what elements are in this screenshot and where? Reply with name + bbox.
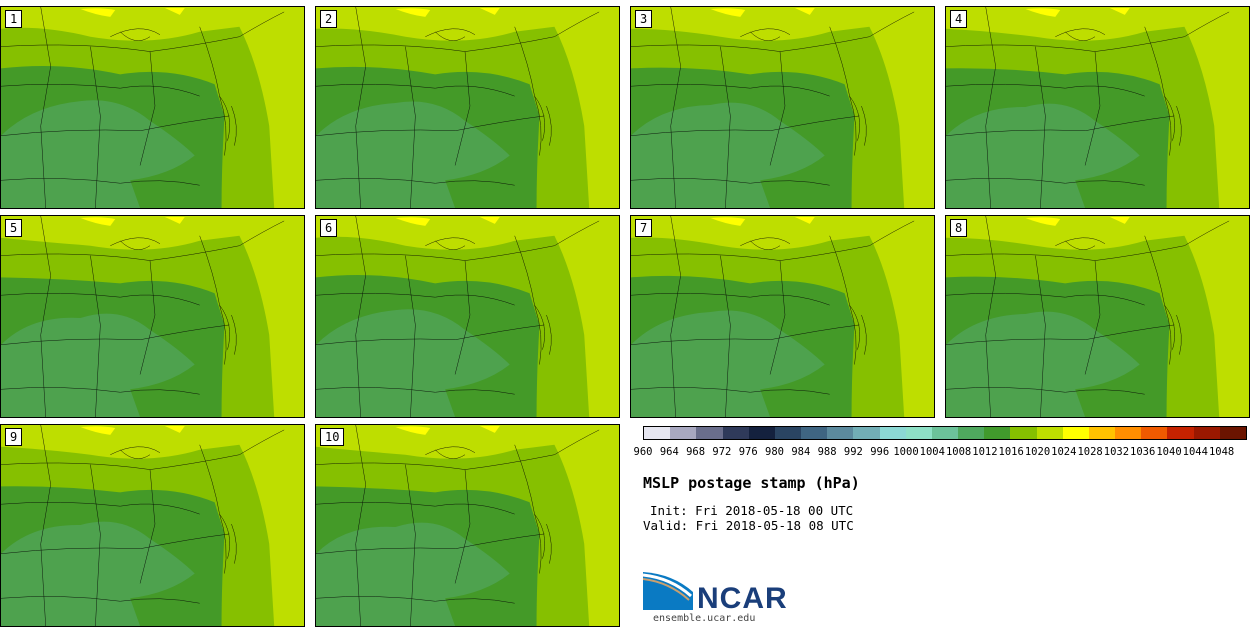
panel-label: 2 [320,10,338,28]
colorbar-tick-label: 1036 [1130,446,1156,458]
colorbar-tick-label: 976 [738,446,758,458]
ncar-logo-text: NCAR [697,582,788,615]
panel-label: 6 [320,219,338,237]
colorbar-tick-label: 968 [686,446,706,458]
colorbar-swatch [774,427,802,439]
panel-label: 8 [950,219,968,237]
colorbar-swatch [644,427,671,439]
colorbar-swatch [722,427,749,439]
pressure-map [316,425,619,626]
map-panel-6: 6 [315,215,620,418]
colorbar-tick-label: 996 [870,446,890,458]
map-panel-10: 10 [315,424,620,627]
colorbar-swatch [1088,427,1116,439]
colorbar-swatch [827,427,854,439]
chart-title: MSLP postage stamp (hPa) [643,474,860,492]
pressure-map [946,7,1249,208]
colorbar-tick-label: 1012 [972,446,998,458]
colorbar-swatch [1010,427,1037,439]
colorbar-tick-label: 1020 [1024,446,1051,458]
colorbar-swatch [1219,427,1246,439]
colorbar-swatch [984,427,1011,439]
colorbar-tick-label: 1044 [1182,446,1208,458]
panel-label: 9 [5,428,23,446]
pressure-map [1,425,304,626]
colorbar-tick-label: 1048 [1208,446,1235,458]
colorbar-swatch [1115,427,1142,439]
panel-label: 3 [635,10,653,28]
colorbar-swatch [801,427,828,439]
map-panel-7: 7 [630,215,935,418]
colorbar [643,426,1247,440]
colorbar-labels: 960 964 968 972 976 980 984 988 992 996 1000 1004 10… [634,446,1247,460]
colorbar-swatch [748,427,775,439]
map-panel-9: 9 [0,424,305,627]
map-panel-2: 2 [315,6,620,209]
map-panel-4: 4 [945,6,1250,209]
pressure-map [316,216,619,417]
colorbar-tick-label: 960 [633,446,653,458]
colorbar-tick-label: 980 [765,446,784,458]
colorbar-swatch [879,427,906,439]
colorbar-tick-label: 1028 [1077,446,1103,458]
map-panel-1: 1 [0,6,305,209]
panel-label: 7 [635,219,653,237]
colorbar-swatch [1036,427,1063,439]
panel-label: 1 [5,10,23,28]
colorbar-tick-label: 1040 [1156,446,1182,458]
colorbar-tick-label: 1024 [1051,446,1077,458]
pressure-map [631,216,934,417]
init-time: Init: Fri 2018-05-18 00 UTC [650,503,854,518]
colorbar-tick-label: 972 [712,446,732,458]
colorbar-swatch [696,427,723,439]
map-panel-8: 8 [945,215,1250,418]
map-panel-3: 3 [630,6,935,209]
colorbar-swatch [1193,427,1220,439]
panel-label: 4 [950,10,968,28]
colorbar-swatch [1062,427,1089,439]
colorbar-tick-label: 988 [817,446,837,458]
colorbar-swatch [931,427,959,439]
colorbar-tick-label: 1004 [919,446,945,458]
panel-label: 10 [320,428,345,446]
colorbar-tick-label: 1000 [893,446,919,458]
pressure-map [946,216,1249,417]
map-panel-5: 5 [0,215,305,418]
ncar-logo-icon [643,572,693,610]
colorbar-swatch [1141,427,1168,439]
colorbar-tick-label: 1008 [945,446,972,458]
colorbar-tick-label: 964 [659,446,679,458]
colorbar-swatch [670,427,697,439]
site-url: ensemble.ucar.edu [653,613,756,624]
colorbar-swatch [958,427,985,439]
pressure-map [1,216,304,417]
colorbar-tick-label: 992 [843,446,863,458]
colorbar-swatch [853,427,880,439]
colorbar-swatch [905,427,932,439]
colorbar-tick-label: 1032 [1103,446,1130,458]
pressure-map [1,7,304,208]
valid-time: Valid: Fri 2018-05-18 08 UTC [643,518,854,533]
pressure-map [316,7,619,208]
colorbar-swatch [1167,427,1194,439]
pressure-map [631,7,934,208]
colorbar-tick-label: 1016 [998,446,1024,458]
panel-label: 5 [5,219,23,237]
colorbar-tick-label: 984 [791,446,811,458]
